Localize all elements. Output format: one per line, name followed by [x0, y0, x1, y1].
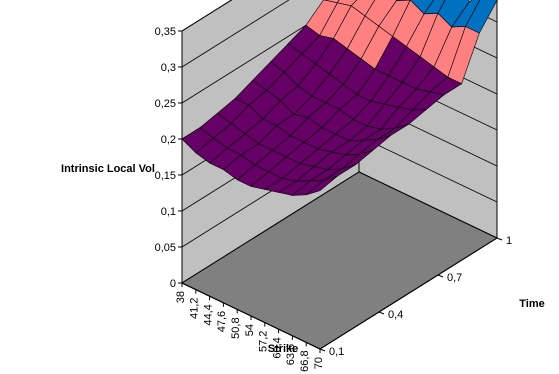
z-tick-label: 0: [170, 278, 176, 290]
strike-tick-label: 50,8: [230, 317, 242, 338]
time-tick: [378, 311, 385, 315]
time-tick-label: 0,4: [388, 309, 403, 321]
axes: [178, 30, 503, 353]
surface-patch: [306, 175, 338, 196]
time-tick: [496, 237, 503, 241]
y-axis-title: Time: [519, 298, 544, 310]
z-tick-label: 0,1: [161, 206, 176, 218]
z-tick-label: 0,15: [155, 170, 176, 182]
strike-tick-label: 60,4: [271, 337, 283, 358]
z-tick-label: 0,2: [161, 134, 176, 146]
time-axis-line: [319, 237, 498, 350]
strike-tick-label: 70: [313, 357, 325, 369]
strike-tick-label: 66,8: [299, 350, 311, 371]
strike-tick-label: 41,2: [189, 298, 201, 319]
time-tick: [319, 348, 326, 352]
z-tick-label: 0,3: [161, 62, 176, 74]
x-axis-title: Strike: [268, 343, 299, 355]
strike-tick-label: 54: [244, 324, 256, 336]
time-tick-label: 0,1: [329, 346, 344, 358]
surface-plot: [181, 0, 498, 196]
strike-tick-label: 44,4: [202, 304, 214, 325]
z-tick-label: 0,25: [155, 98, 176, 110]
strike-tick-label: 47,6: [216, 311, 228, 332]
time-tick-label: 1: [506, 235, 512, 247]
z-axis-title: Intrinsic Local Vol: [61, 163, 155, 175]
strike-tick-label: 38: [175, 291, 187, 303]
time-tick-label: 0,7: [447, 272, 462, 284]
z-tick-label: 0,35: [155, 26, 176, 38]
z-tick-label: 0,05: [155, 242, 176, 254]
strike-tick-label: 57,2: [258, 331, 270, 352]
strike-tick-label: 63,6: [285, 344, 297, 365]
time-tick: [437, 274, 444, 278]
